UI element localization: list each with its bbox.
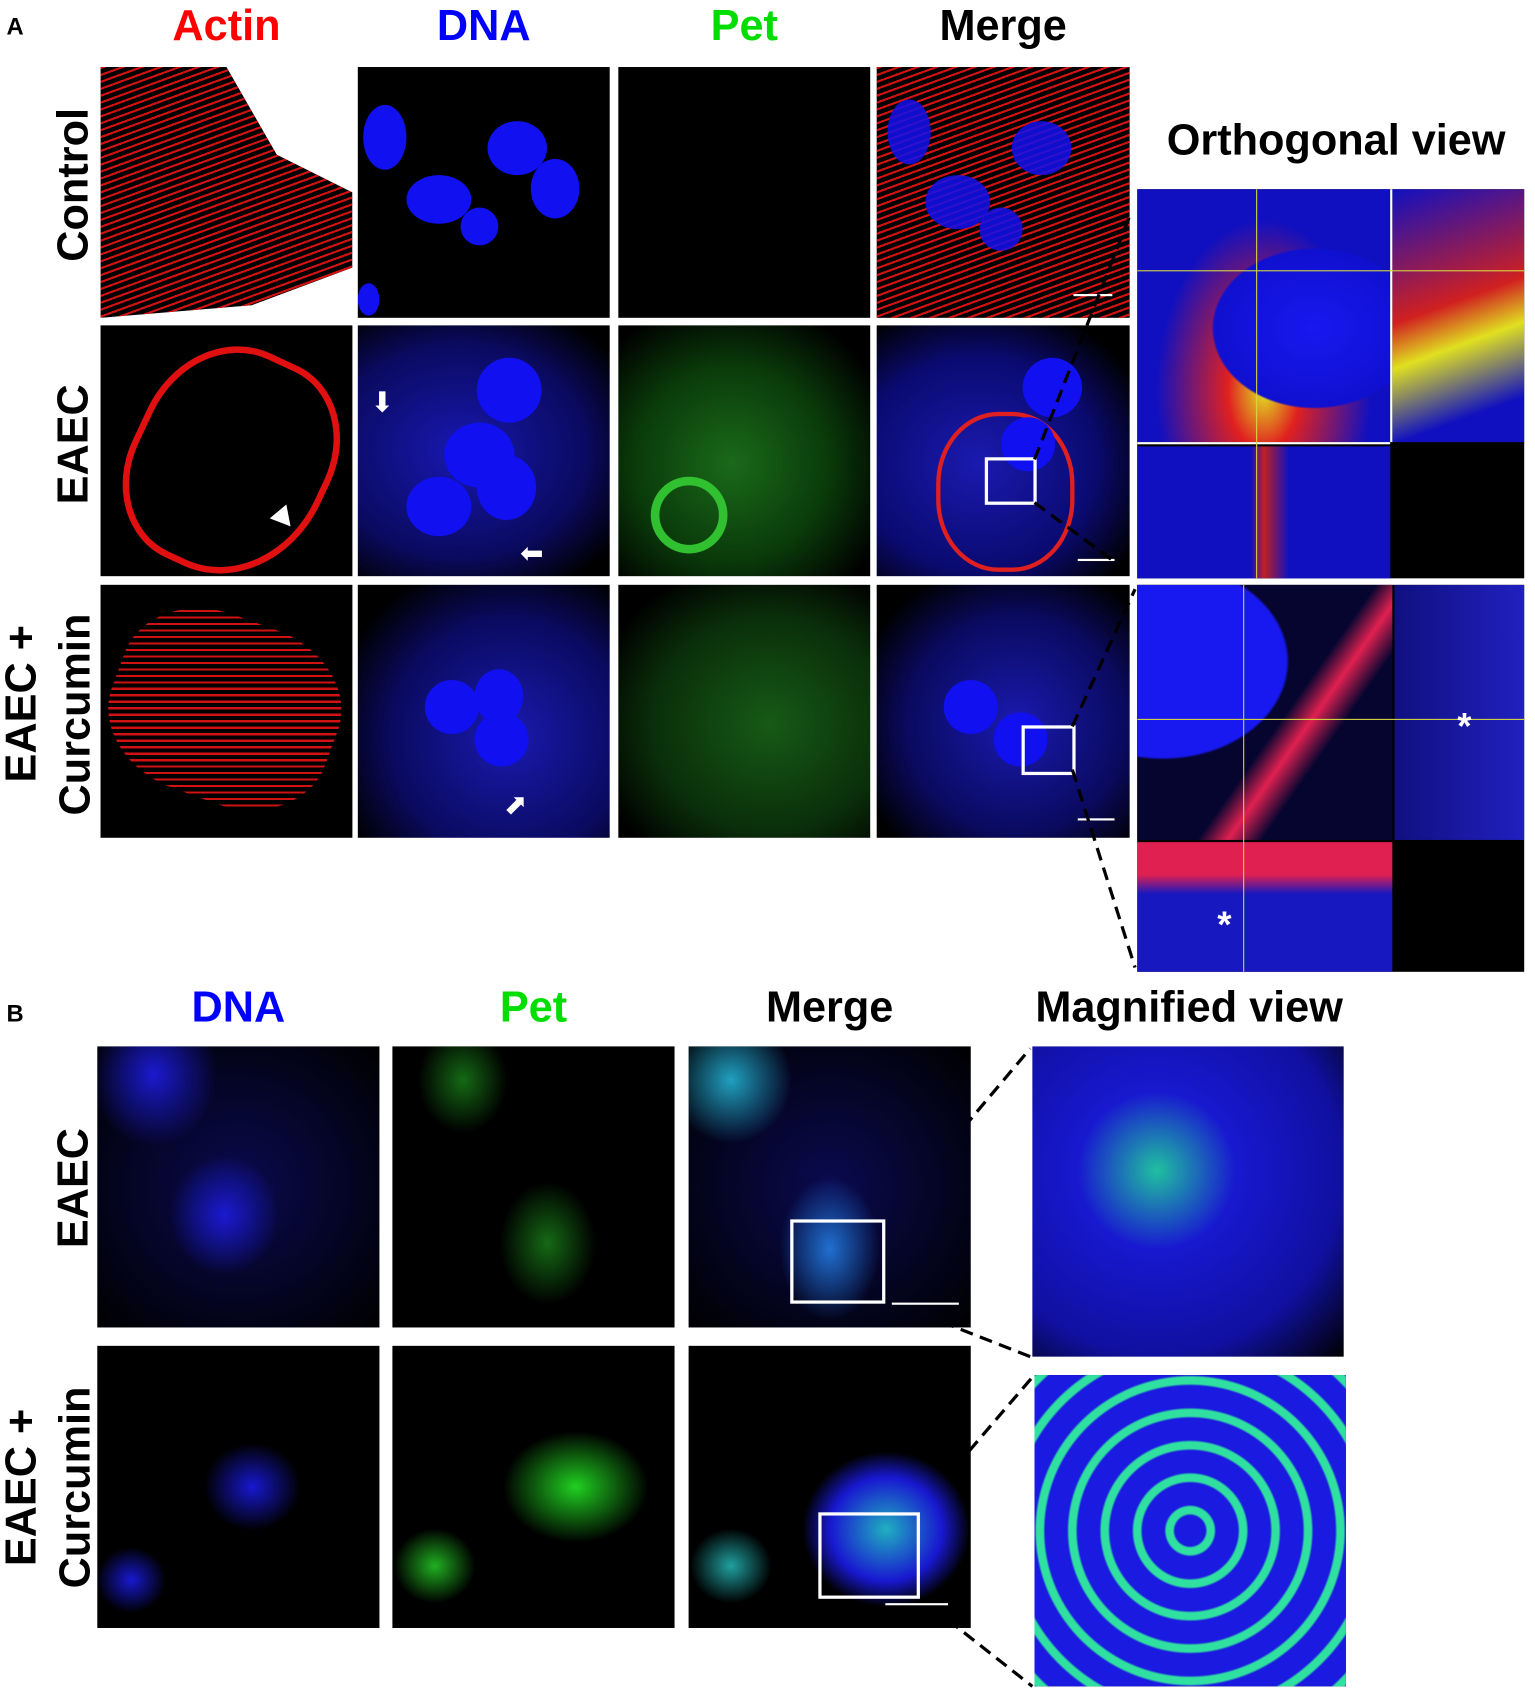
row-label-b-eaec-plus: EAEC + xyxy=(0,1408,46,1567)
scale-bar xyxy=(1077,558,1115,562)
image-b-curcumin-pet xyxy=(392,1345,675,1628)
image-b-eaec-merge xyxy=(688,1046,971,1328)
asterisk-marker: * xyxy=(1457,705,1472,747)
orthogonal-view-curcumin: * * xyxy=(1137,584,1525,972)
image-curcumin-actin xyxy=(100,584,353,838)
image-eaec-actin xyxy=(100,325,353,577)
image-b-eaec-pet xyxy=(392,1046,675,1328)
header-b-merge: Merge xyxy=(765,983,894,1032)
zoom-region-box xyxy=(790,1219,886,1304)
header-b-dna: DNA xyxy=(191,983,286,1032)
image-b-curcumin-merge xyxy=(688,1345,971,1628)
image-control-pet xyxy=(618,67,871,318)
orthogonal-view-eaec xyxy=(1137,189,1525,579)
magnified-view-curcumin xyxy=(1034,1375,1346,1687)
header-actin: Actin xyxy=(172,2,281,50)
row-label-b-eaec: EAEC xyxy=(49,1127,98,1249)
zoom-region-box xyxy=(984,457,1037,505)
image-curcumin-dna: ➡ xyxy=(357,584,610,838)
asterisk-marker: * xyxy=(1217,904,1232,946)
zoom-region-box xyxy=(1021,725,1076,776)
scale-bar xyxy=(891,1302,959,1305)
image-eaec-pet xyxy=(618,325,871,577)
image-curcumin-merge xyxy=(876,584,1130,838)
image-control-dna xyxy=(357,67,610,318)
header-pet: Pet xyxy=(710,2,778,50)
panel-a-letter: A xyxy=(6,12,24,40)
header-merge: Merge xyxy=(939,2,1067,50)
image-b-eaec-dna xyxy=(97,1046,380,1328)
header-dna: DNA xyxy=(436,2,531,50)
image-eaec-merge xyxy=(876,325,1130,577)
magnified-view-eaec xyxy=(1032,1046,1344,1357)
scale-bar xyxy=(1073,294,1113,297)
scale-bar xyxy=(1077,818,1115,821)
row-label-b-curcumin: Curcumin xyxy=(51,1386,100,1589)
orthogonal-view-title: Orthogonal view xyxy=(1166,116,1506,165)
header-b-pet: Pet xyxy=(499,983,568,1032)
image-eaec-dna: ➡ ➡ xyxy=(357,325,610,577)
scale-bar xyxy=(885,1603,949,1606)
magnified-view-title: Magnified view xyxy=(1035,983,1343,1032)
image-control-merge xyxy=(876,67,1130,318)
zoom-region-box xyxy=(818,1512,920,1599)
image-curcumin-pet xyxy=(618,584,871,838)
panel-b-letter: B xyxy=(6,999,24,1027)
image-b-curcumin-dna xyxy=(97,1345,380,1628)
